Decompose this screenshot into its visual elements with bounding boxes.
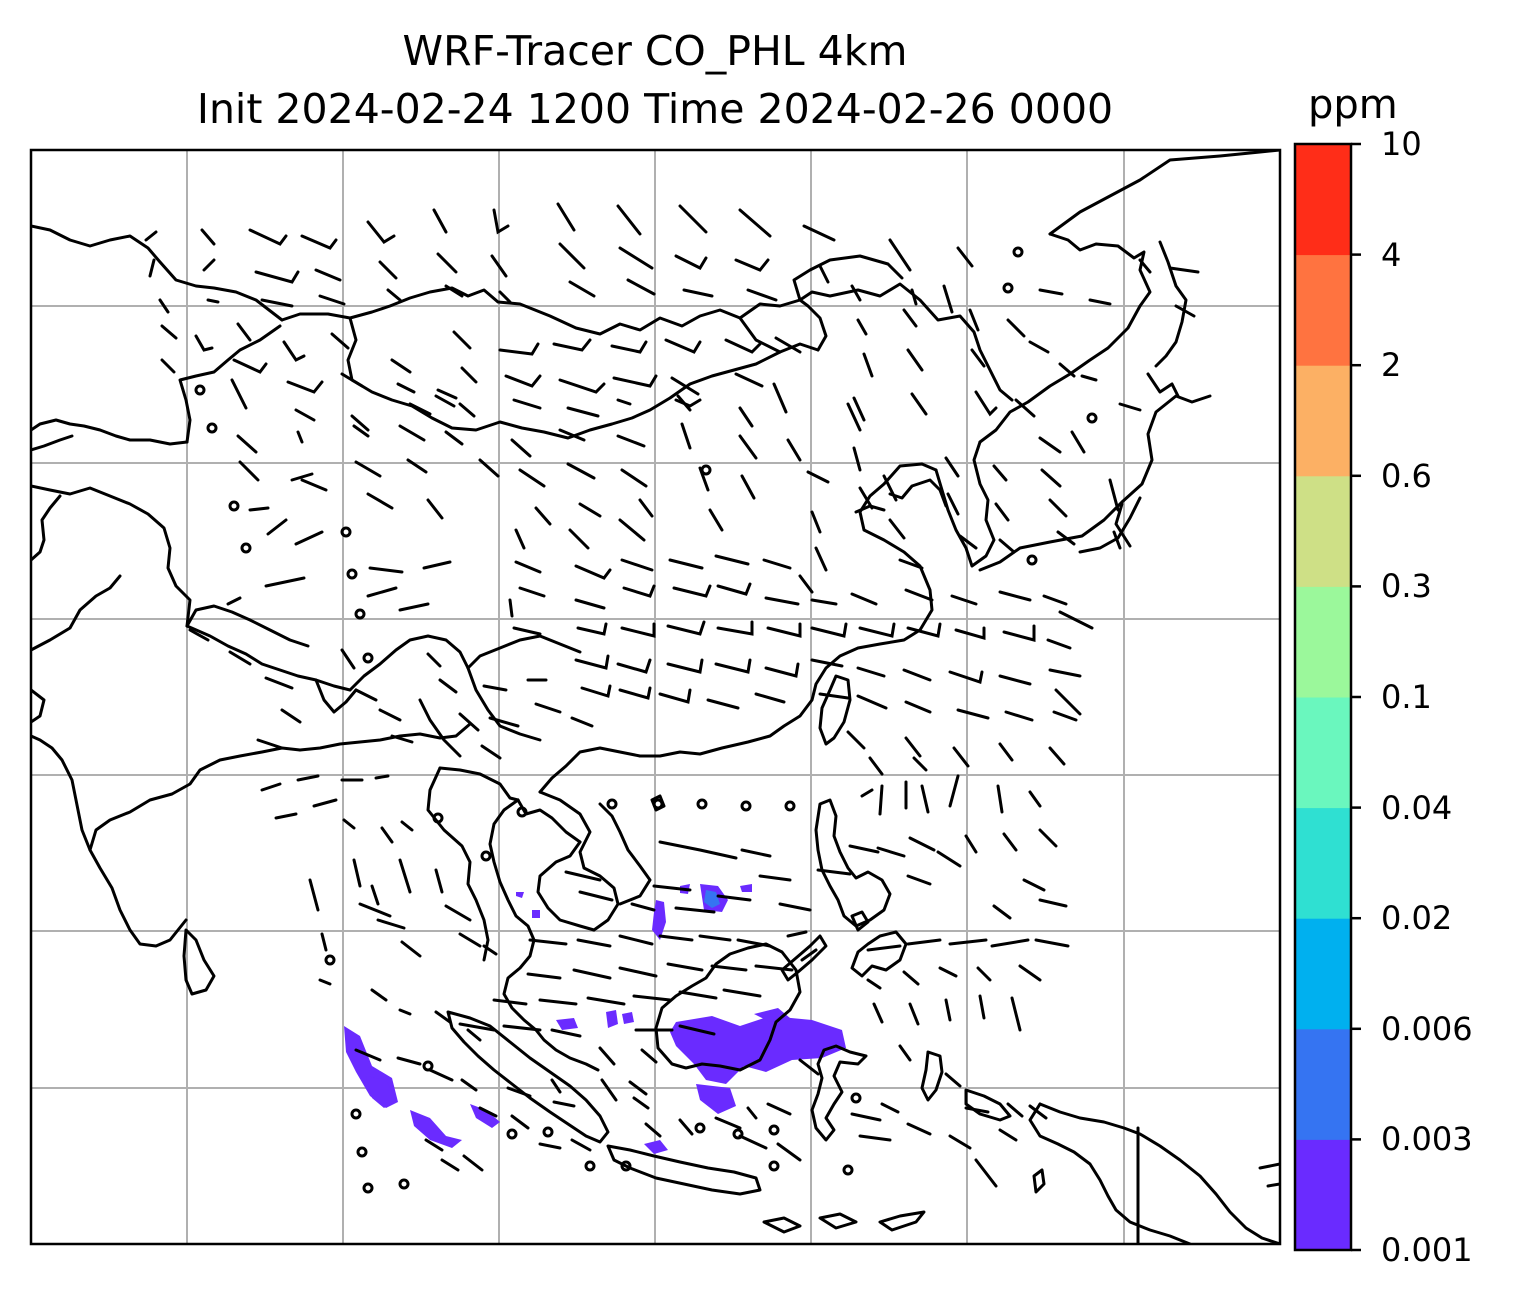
colorbar-tick-label: 10	[1381, 125, 1422, 163]
colorbar-tick-label: 0.003	[1381, 1120, 1473, 1159]
wind-barbs	[144, 202, 1200, 1188]
coastlines	[31, 150, 1280, 1244]
tracer-concentration-lighter	[704, 890, 720, 908]
colorbar	[1295, 142, 1361, 1252]
colorbar-segment	[1295, 475, 1351, 587]
colorbar-tick-label: 2	[1381, 346, 1402, 385]
colorbar-tick-label: 0.02	[1381, 899, 1453, 938]
colorbar-tick-label: 0.6	[1381, 456, 1432, 495]
colorbar-segment	[1295, 918, 1351, 1030]
colorbar-tick-label: 0.04	[1381, 788, 1453, 827]
colorbar-tick-label: 0.001	[1381, 1231, 1473, 1269]
colorbar-tick-label: 0.006	[1381, 1009, 1473, 1048]
colorbar-tick-label: 0.1	[1381, 678, 1432, 716]
colorbar-unit-label: ppm	[1308, 82, 1398, 128]
colorbar-tick-label: 0.3	[1381, 567, 1432, 606]
colorbar-segment	[1295, 254, 1351, 366]
colorbar-frame	[1293, 142, 1353, 1252]
colorbar-segment	[1295, 1028, 1351, 1140]
gridlines	[31, 150, 1280, 1244]
map-frame	[29, 148, 1282, 1246]
colorbar-segment	[1295, 697, 1351, 809]
colorbar-segment	[1295, 144, 1351, 256]
colorbar-tick-label: 4	[1381, 235, 1402, 274]
colorbar-segment	[1295, 586, 1351, 698]
calm-markers	[194, 246, 1098, 1194]
colorbar-segment	[1295, 365, 1351, 477]
colorbar-segment	[1295, 807, 1351, 919]
map-title-line2: Init 2024-02-24 1200 Time 2024-02-26 000…	[196, 85, 1114, 133]
colorbar-segment	[1295, 1139, 1351, 1251]
map-title-line1: WRF-Tracer CO_PHL 4km	[402, 27, 908, 75]
tracer-concentration	[344, 884, 846, 1154]
